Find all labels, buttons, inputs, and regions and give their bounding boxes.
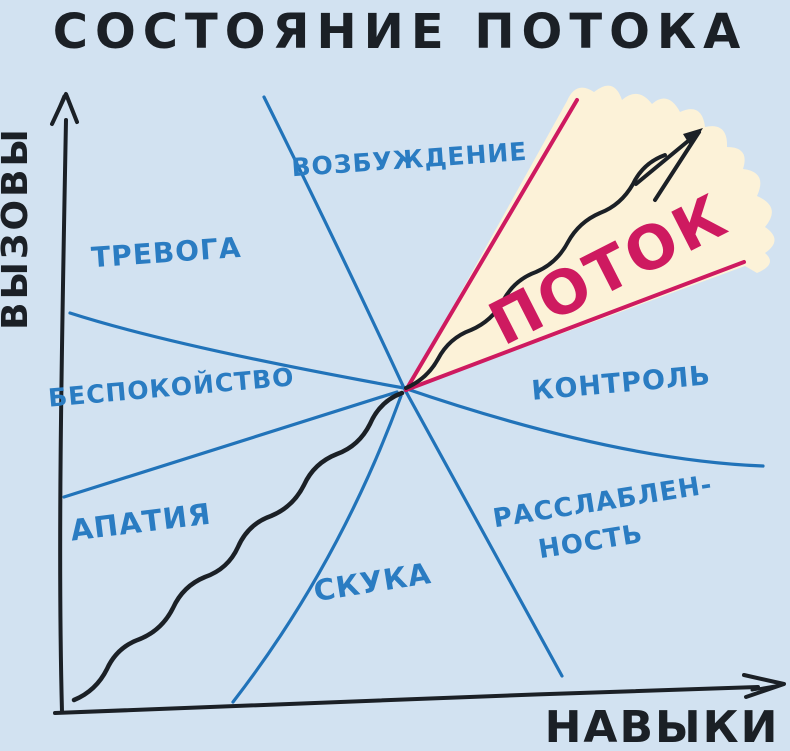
- flow-edge-upper: [404, 98, 579, 392]
- ink-strokes: [50, 92, 786, 715]
- x-axis-label: НАВЫКИ: [545, 702, 780, 751]
- flow-wedge-edges: [404, 98, 746, 392]
- flow-wedge-cloud: [406, 85, 775, 391]
- flow-edge-lower: [404, 260, 746, 392]
- sector-line-apathy-boredom: [231, 394, 403, 704]
- sector-line-worry-apathy: [62, 390, 399, 499]
- x-axis: [53, 685, 760, 715]
- y-axis-arrowhead-flick: [55, 94, 66, 115]
- x-axis-arrowhead: [742, 673, 786, 699]
- sector-line-steep-diagonal: [262, 95, 564, 678]
- flow-wavy-line-upper: [404, 153, 667, 390]
- x-axis-arrowhead-flick: [750, 683, 783, 692]
- flow-arrowhead-tip: [683, 128, 703, 147]
- y-axis: [58, 118, 68, 714]
- flow-wavy-line-lower: [71, 390, 405, 703]
- diagram-title: СОСТОЯНИЕ ПОТОКА: [53, 4, 748, 60]
- ink-labels: СОСТОЯНИЕ ПОТОКА ВЫЗОВЫ НАВЫКИ: [0, 4, 780, 751]
- y-axis-label: ВЫЗОВЫ: [0, 126, 36, 330]
